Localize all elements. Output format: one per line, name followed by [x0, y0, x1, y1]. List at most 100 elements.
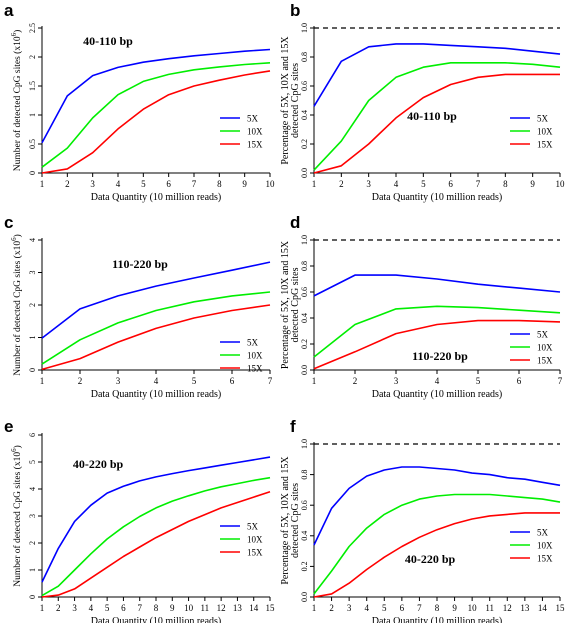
legend-label: 15X — [537, 140, 553, 150]
x-tick-label: 6 — [448, 179, 453, 189]
legend-label: 5X — [537, 330, 549, 340]
y-axis-label-line: Percentage of 5X, 10X and 15X — [280, 456, 291, 585]
y-axis-label-close: ) — [12, 445, 23, 448]
y-tick-label: 2 — [28, 55, 37, 59]
y-tick-label: 1 — [28, 568, 37, 572]
x-tick-label: 5 — [476, 376, 481, 386]
y-axis-label: Number of detected CpG sites (x106) — [10, 445, 23, 587]
x-tick-label: 10 — [266, 179, 276, 189]
y-tick-label: 0.6 — [300, 287, 309, 297]
y-tick-label: 3 — [28, 271, 37, 275]
series-line-10x — [313, 61, 561, 171]
panel-letter: f — [290, 417, 296, 436]
series-line-5x — [41, 456, 271, 583]
x-tick-label: 9 — [170, 603, 175, 613]
series-line-10x — [41, 476, 271, 597]
y-tick-label: 6 — [28, 433, 37, 437]
panel-title: 40-220 bp — [73, 457, 124, 471]
y-tick-label: 0.2 — [300, 139, 309, 149]
legend-label: 10X — [247, 351, 263, 361]
y-tick-label: 0.4 — [300, 531, 309, 541]
x-tick-label: 9 — [242, 179, 247, 189]
legend-label: 15X — [537, 554, 553, 564]
y-tick-label: 0.2 — [300, 561, 309, 571]
x-tick-label: 8 — [154, 603, 159, 613]
x-tick-label: 4 — [154, 376, 159, 386]
y-tick-label: 0.2 — [300, 339, 309, 349]
x-tick-label: 1 — [312, 376, 317, 386]
y-tick-label: 4 — [28, 487, 37, 491]
panel-letter: b — [290, 1, 300, 20]
series-line-15x — [313, 73, 560, 174]
y-axis-label-text: Number of detected CpG sites (x10 — [12, 36, 23, 171]
y-axis-label-line: Percentage of 5X, 10X and 15X — [280, 240, 291, 369]
y-axis-label-line: detected CpG sites — [290, 483, 301, 558]
x-tick-label: 13 — [520, 603, 530, 613]
x-tick-label: 14 — [538, 603, 548, 613]
x-tick-label: 2 — [339, 179, 344, 189]
x-tick-label: 3 — [116, 376, 121, 386]
x-tick-label: 1 — [40, 603, 45, 613]
y-tick-label: 2.5 — [28, 23, 37, 33]
x-tick-label: 8 — [435, 603, 440, 613]
legend-label: 5X — [537, 114, 549, 124]
y-tick-label: 0.8 — [300, 470, 309, 480]
y-tick-label: 0.0 — [300, 365, 309, 375]
y-tick-label: 1.5 — [28, 81, 37, 91]
series-line-15x — [313, 512, 560, 598]
series-line-10x — [41, 62, 271, 168]
x-tick-label: 11 — [201, 603, 210, 613]
x-axis-label: Data Quantity (10 million reads) — [372, 389, 503, 400]
x-tick-label: 7 — [268, 376, 273, 386]
x-tick-label: 12 — [503, 603, 512, 613]
y-tick-label: 0.4 — [300, 110, 309, 120]
panel-title: 110-220 bp — [112, 257, 168, 271]
x-tick-label: 3 — [347, 603, 352, 613]
x-tick-label: 9 — [452, 603, 457, 613]
legend-label: 10X — [537, 127, 553, 137]
panel-a: a 1 2 3 4 5 6 7 8 9 10 0 0.5 1 1.5 2 2.5 Data Quantity (1… — [4, 1, 275, 203]
panel-letter: c — [4, 213, 13, 232]
y-tick-label: 0.5 — [28, 139, 37, 149]
y-tick-label: 0 — [28, 368, 37, 372]
legend-label: 15X — [247, 140, 263, 150]
x-tick-label: 2 — [78, 376, 83, 386]
y-axis-label: Number of detected CpG sites (x106) — [10, 234, 23, 376]
x-tick-label: 1 — [312, 179, 317, 189]
y-tick-label: 1.0 — [300, 23, 309, 33]
x-tick-label: 9 — [530, 179, 535, 189]
series-line-15x — [313, 319, 561, 370]
y-tick-label: 0.0 — [300, 168, 309, 178]
x-tick-label: 4 — [394, 179, 399, 189]
x-tick-label: 7 — [558, 376, 563, 386]
y-tick-label: 0.6 — [300, 81, 309, 91]
x-axis-label: Data Quantity (10 million reads) — [372, 192, 503, 203]
y-axis-label-exponent: 6 — [10, 448, 18, 452]
x-tick-label: 13 — [233, 603, 243, 613]
x-tick-label: 1 — [40, 376, 45, 386]
legend-label: 15X — [247, 364, 263, 374]
y-tick-label: 0 — [28, 595, 37, 599]
y-axis-label-exponent: 6 — [10, 32, 18, 36]
x-tick-label: 7 — [476, 179, 481, 189]
y-tick-label: 4 — [28, 238, 37, 242]
y-tick-label: 2 — [28, 541, 37, 545]
legend-label: 5X — [247, 522, 259, 532]
y-tick-label: 1.0 — [300, 439, 309, 449]
x-tick-label: 3 — [90, 179, 95, 189]
y-tick-label: 0.6 — [300, 500, 309, 510]
x-tick-label: 11 — [485, 603, 494, 613]
x-tick-label: 10 — [468, 603, 478, 613]
y-axis-label-text: Number of detected CpG sites (x10 — [12, 452, 23, 587]
x-tick-label: 15 — [266, 603, 276, 613]
legend-label: 5X — [537, 528, 549, 538]
x-tick-label: 2 — [56, 603, 61, 613]
x-tick-label: 1 — [40, 179, 45, 189]
x-tick-label: 5 — [192, 376, 197, 386]
y-tick-label: 0.4 — [300, 313, 309, 323]
legend-label: 10X — [537, 343, 553, 353]
panel-letter: e — [4, 417, 13, 436]
series-line-15x — [41, 70, 271, 174]
